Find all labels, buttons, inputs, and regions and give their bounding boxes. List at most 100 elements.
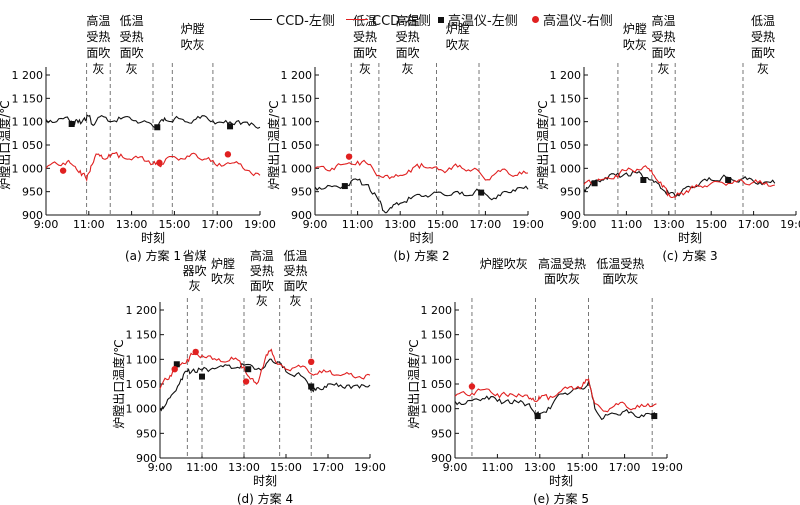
marker-pyro-right [308,358,315,365]
event-label: 受热 [751,30,775,44]
y-tick-label: 900 [136,452,157,465]
legend-label-ccd-left: CCD-左侧 [276,14,335,29]
event-label: 吹灰 [211,272,235,286]
event-label: 面吹 [353,46,377,60]
event-label: 面吹 [86,46,110,60]
legend-item-ccd-left: CCD-左侧 [250,10,335,29]
x-tick-label: 9:00 [443,461,468,474]
chart-panel-1: 900 950 1 000 1 050 1 100 1 150 1 200 9:00 11:00… [0,13,276,263]
x-tick-label: 17:00 [201,218,233,231]
event-label: 炉膛吹灰 [480,257,528,271]
y-tick-label: 1 100 [421,353,453,366]
event-label: 受热 [396,30,420,44]
marker-pyro-left [478,189,485,196]
x-tick-label: 17:00 [738,218,770,231]
legend-item-ccd-right: CCD-右侧 [346,10,431,29]
marker-pyro-right [192,348,199,356]
y-tick-label: 900 [431,452,452,465]
marker-pyro-left [341,183,348,190]
y-axis-label: 炉膛出口温度/℃ [406,339,421,429]
x-tick-label: 11:00 [73,218,105,231]
event-label: 面吹 [751,46,775,60]
x-tick-label: 17:00 [312,461,344,474]
event-label: 灰 [757,62,769,76]
x-tick-label: 15:00 [159,218,191,231]
legend-item-pyro-left: 高温仪-左侧 [438,10,518,29]
x-axis-label: 时刻 [141,231,165,245]
series-line-ccd-right [45,151,261,182]
y-tick-label: 950 [22,186,43,199]
legend-label-pyro-left: 高温仪-左侧 [448,14,518,29]
event-label: 高温 [250,248,274,263]
event-label: 灰 [256,294,268,308]
x-tick-label: 9:00 [303,218,328,231]
event-label: 高温 [86,13,110,28]
y-tick-label: 1 200 [12,69,44,82]
marker-pyro-right [224,151,232,158]
x-axis-label: 时刻 [253,474,277,488]
series-line-ccd-right [583,165,775,199]
y-tick-label: 1 150 [421,329,453,342]
y-tick-label: 1 200 [550,69,582,82]
event-label: 炉膛 [211,257,235,271]
y-tick-label: 1 100 [126,353,158,366]
marker-pyro-left [725,177,732,183]
legend-line-red [346,19,368,20]
event-label: 灰 [402,62,414,76]
event-label: 受热 [86,30,110,44]
series-line-ccd-left [454,379,657,421]
marker-pyro-left [227,123,234,130]
legend-label-ccd-right: CCD-右侧 [372,14,431,29]
y-tick-label: 1 150 [12,92,44,105]
y-tick-label: 950 [291,186,312,199]
y-tick-label: 1 200 [281,69,313,82]
y-tick-label: 1 000 [550,162,582,175]
event-label: 高温 [396,13,420,28]
event-label: 器吹 [183,264,207,278]
x-tick-label: 13:00 [653,218,685,231]
series-line-ccd-left [583,170,776,197]
marker-pyro-left [534,413,541,420]
x-tick-label: 15:00 [427,218,459,231]
event-label: 省煤 [183,249,207,263]
event-label: 炉膛 [623,22,647,36]
x-tick-label: 11:00 [482,461,514,474]
marker-pyro-right [242,378,250,385]
legend-item-pyro-right: 高温仪-右侧 [532,10,613,29]
chart-panel-5: 900 950 1 000 1 050 1 100 1 150 1 200 9:00 11:00… [406,256,683,505]
series-line-ccd-left [159,358,371,412]
y-axis-label: 炉膛出口温度/℃ [0,100,12,190]
x-tick-label: 15:00 [695,218,727,231]
y-tick-label: 1 000 [281,162,313,175]
marker-pyro-left [640,177,647,183]
y-tick-label: 1 200 [421,304,453,317]
event-label: 炉膛 [181,22,205,36]
y-tick-label: 950 [560,186,581,199]
y-tick-label: 1 100 [281,116,313,129]
marker-pyro-left [154,124,161,131]
y-axis-label: 炉膛出口温度/℃ [266,100,281,190]
x-axis-label: 时刻 [678,231,702,245]
y-axis-label: 炉膛出口温度/℃ [111,339,126,429]
x-tick-label: 13:00 [116,218,148,231]
y-tick-label: 900 [291,209,312,222]
marker-pyro-right [156,159,163,166]
series-line-ccd-right [159,348,371,390]
event-label: 受热 [651,30,675,44]
event-label: 灰 [359,62,371,76]
event-label: 吹灰 [623,38,647,52]
x-tick-label: 13:00 [524,461,556,474]
x-tick-label: 19:00 [354,461,386,474]
event-label: 吹灰 [181,38,205,52]
series-line-ccd-right [454,378,657,413]
y-tick-label: 1 000 [12,162,44,175]
chart-panel-2: 900 950 1 000 1 050 1 100 1 150 1 200 9:00 11:00… [266,13,544,263]
x-tick-label: 17:00 [609,461,641,474]
event-label: 高温 [651,13,675,28]
event-label: 低温受热 [596,257,644,271]
event-label: 受热 [353,30,377,44]
y-tick-label: 900 [22,209,43,222]
event-label: 灰 [289,294,301,308]
x-tick-label: 13:00 [384,218,416,231]
